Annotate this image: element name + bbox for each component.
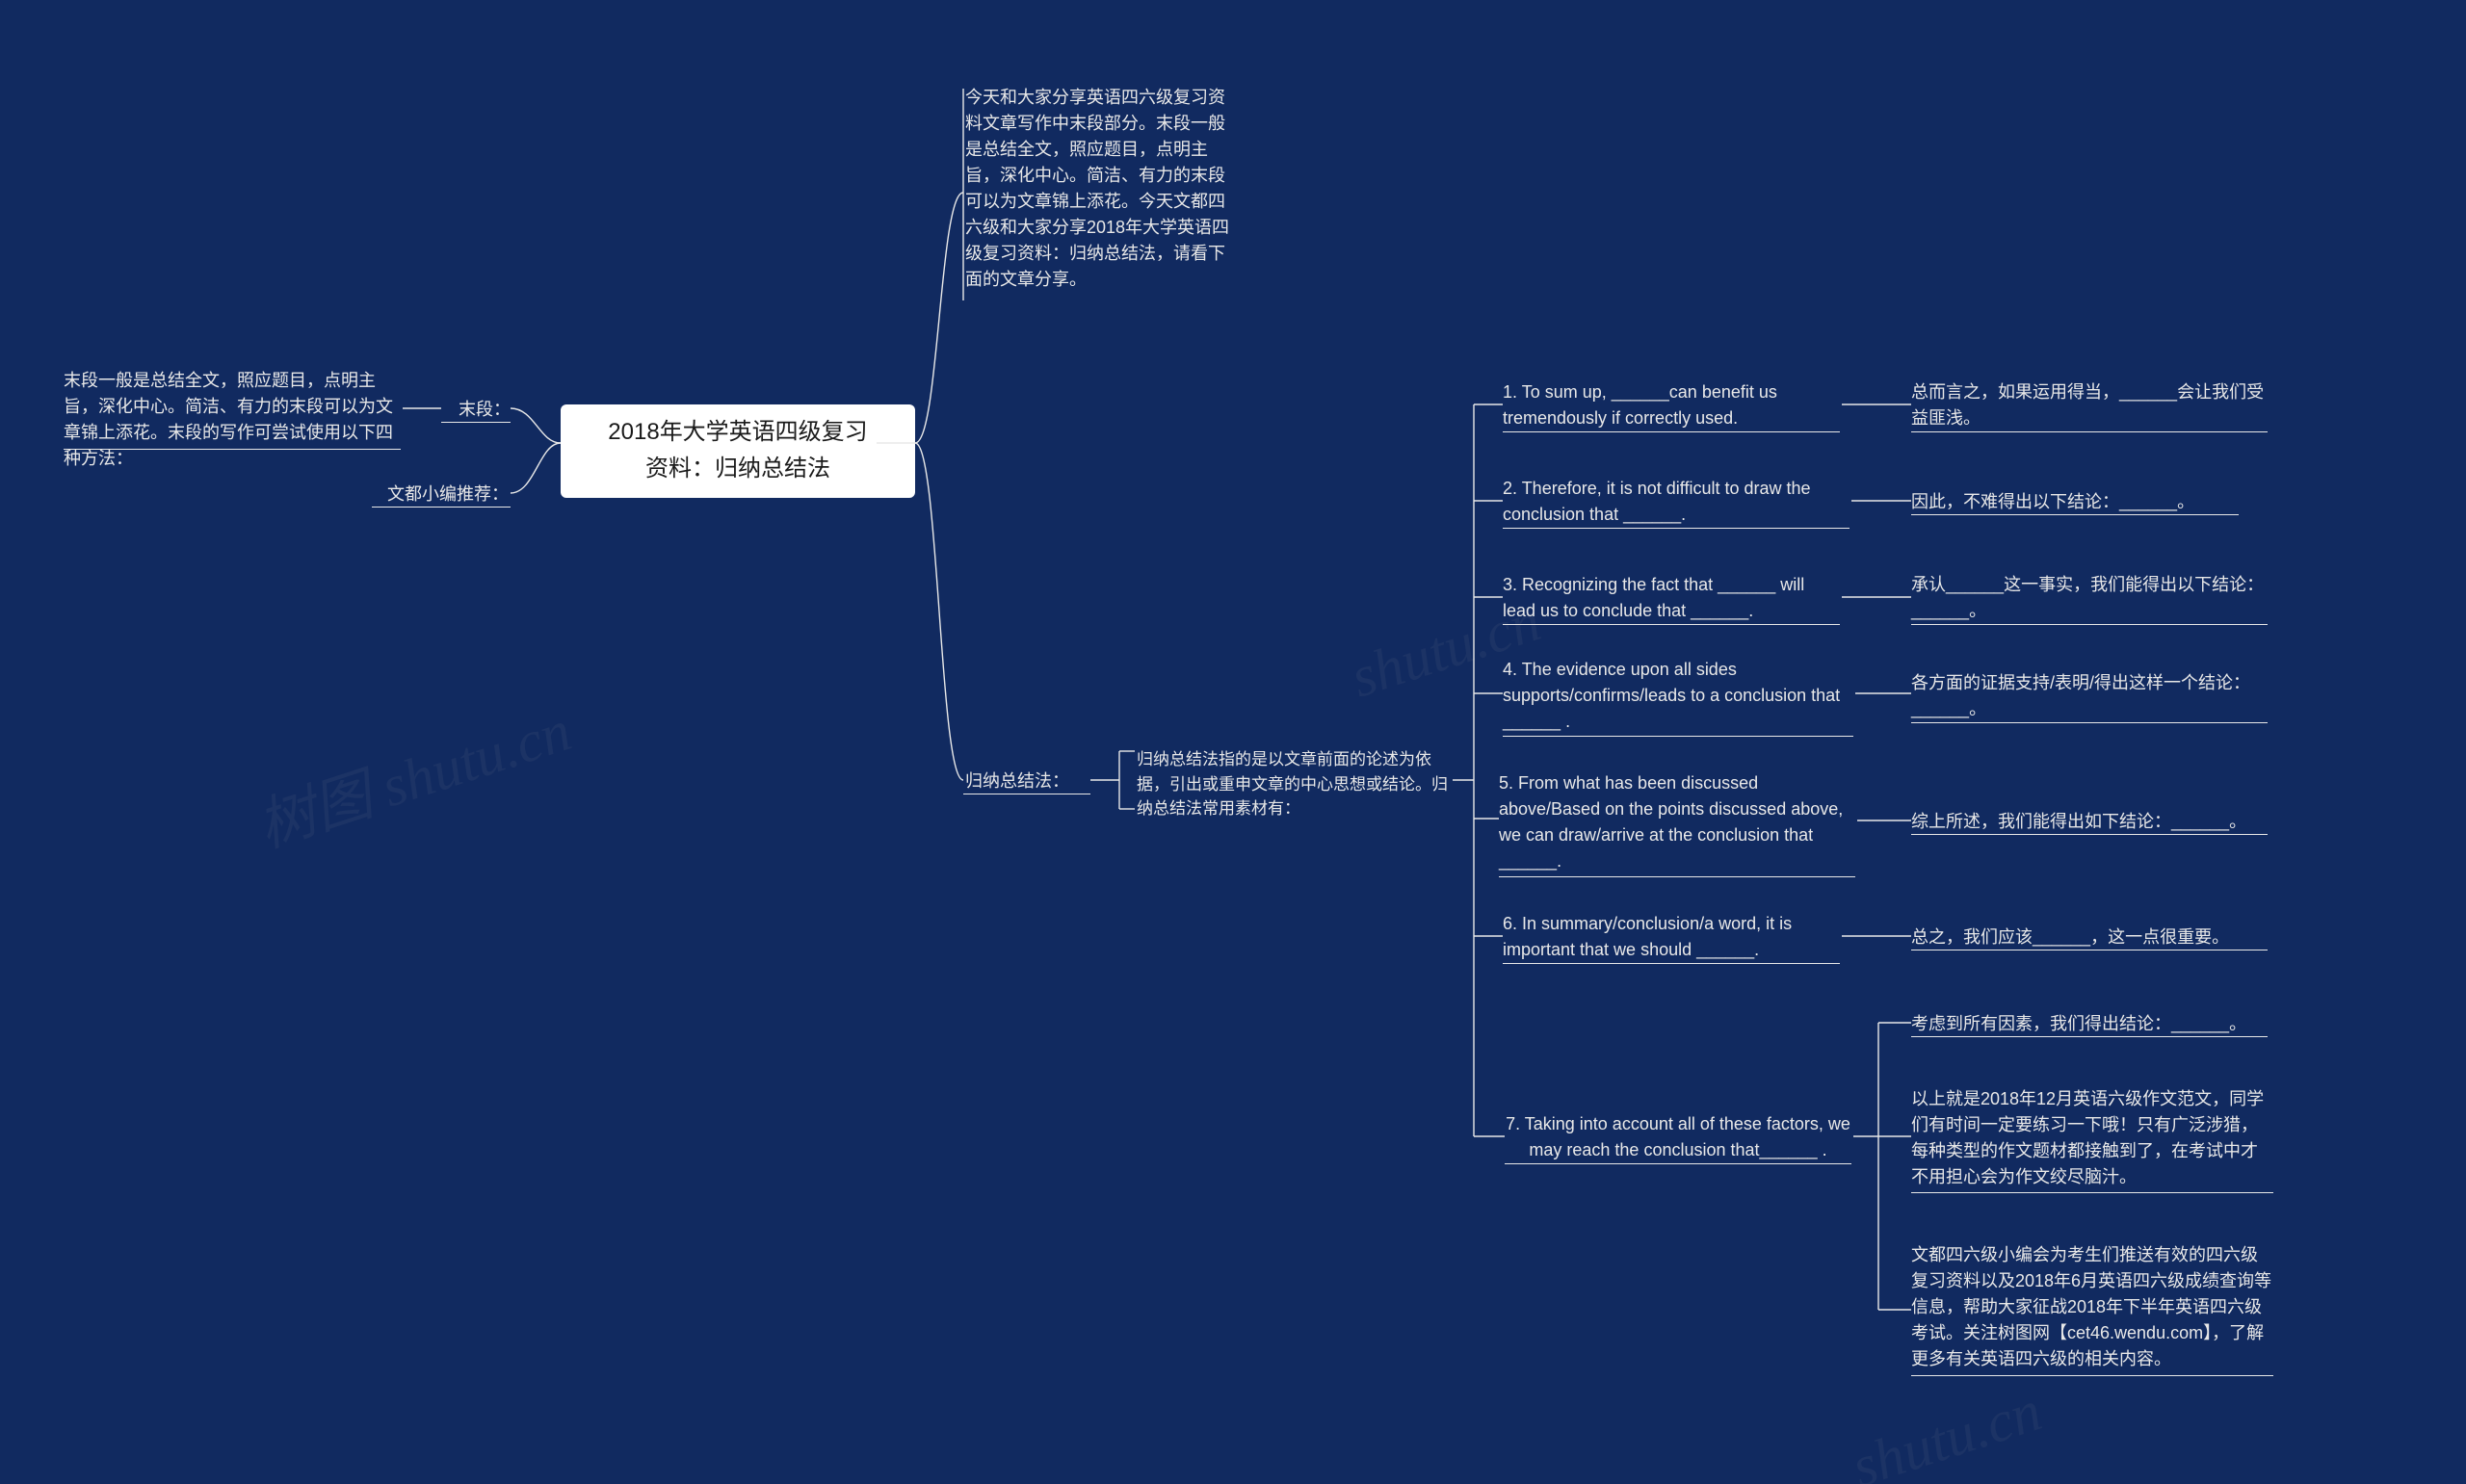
method-label: 归纳总结法：: [965, 768, 1090, 794]
item1-zh: 总而言之，如果运用得当，______会让我们受益匪浅。: [1911, 379, 2268, 431]
item3-en: 3. Recognizing the fact that ______ will…: [1503, 572, 1840, 624]
left-b-label: 文都小编推荐：: [374, 482, 509, 508]
left-a-desc: 末段一般是总结全文，照应题目，点明主旨，深化中心。简洁、有力的末段可以为文章锦上…: [64, 368, 401, 472]
root-node: 2018年大学英语四级复习 资料：归纳总结法: [561, 404, 915, 498]
item5-en: 5. From what has been discussed above/Ba…: [1499, 770, 1855, 874]
item7-en: 7. Taking into account all of these fact…: [1505, 1111, 1851, 1163]
root-line2: 资料：归纳总结法: [580, 451, 896, 487]
method-desc: 归纳总结法指的是以文章前面的论述为依据，引出或重申文章的中心思想或结论。归纳总结…: [1137, 747, 1451, 821]
item7-extra2: 以上就是2018年12月英语六级作文范文，同学们有时间一定要练习一下哦！只有广泛…: [1911, 1086, 2273, 1190]
item1-en: 1. To sum up, ______can benefit us treme…: [1503, 379, 1840, 431]
item2-en: 2. Therefore, it is not difficult to dra…: [1503, 476, 1850, 528]
watermark-1: 树图 shutu.cn: [246, 684, 580, 864]
item3-zh: 承认______这一事实，我们能得出以下结论：______。: [1911, 572, 2268, 624]
item6-en: 6. In summary/conclusion/a word, it is i…: [1503, 911, 1840, 963]
item6-zh: 总之，我们应该______，这一点很重要。: [1911, 924, 2268, 950]
item4-en: 4. The evidence upon all sides supports/…: [1503, 657, 1853, 735]
item2-zh: 因此，不难得出以下结论：______。: [1911, 489, 2239, 515]
item7-extra3: 文都四六级小编会为考生们推送有效的四六级复习资料以及2018年6月英语四六级成绩…: [1911, 1242, 2273, 1372]
item4-zh: 各方面的证据支持/表明/得出这样一个结论：______。: [1911, 670, 2268, 722]
watermark-3: shutu.cn: [1844, 1378, 2049, 1484]
right-intro: 今天和大家分享英语四六级复习资料文章写作中末段部分。末段一般是总结全文，照应题目…: [965, 85, 1231, 293]
item5-zh: 综上所述，我们能得出如下结论：______。: [1911, 809, 2268, 835]
root-line1: 2018年大学英语四级复习: [580, 414, 896, 451]
left-a-label: 末段：: [443, 397, 511, 423]
item7-extra1: 考虑到所有因素，我们得出结论：______。: [1911, 1011, 2268, 1037]
